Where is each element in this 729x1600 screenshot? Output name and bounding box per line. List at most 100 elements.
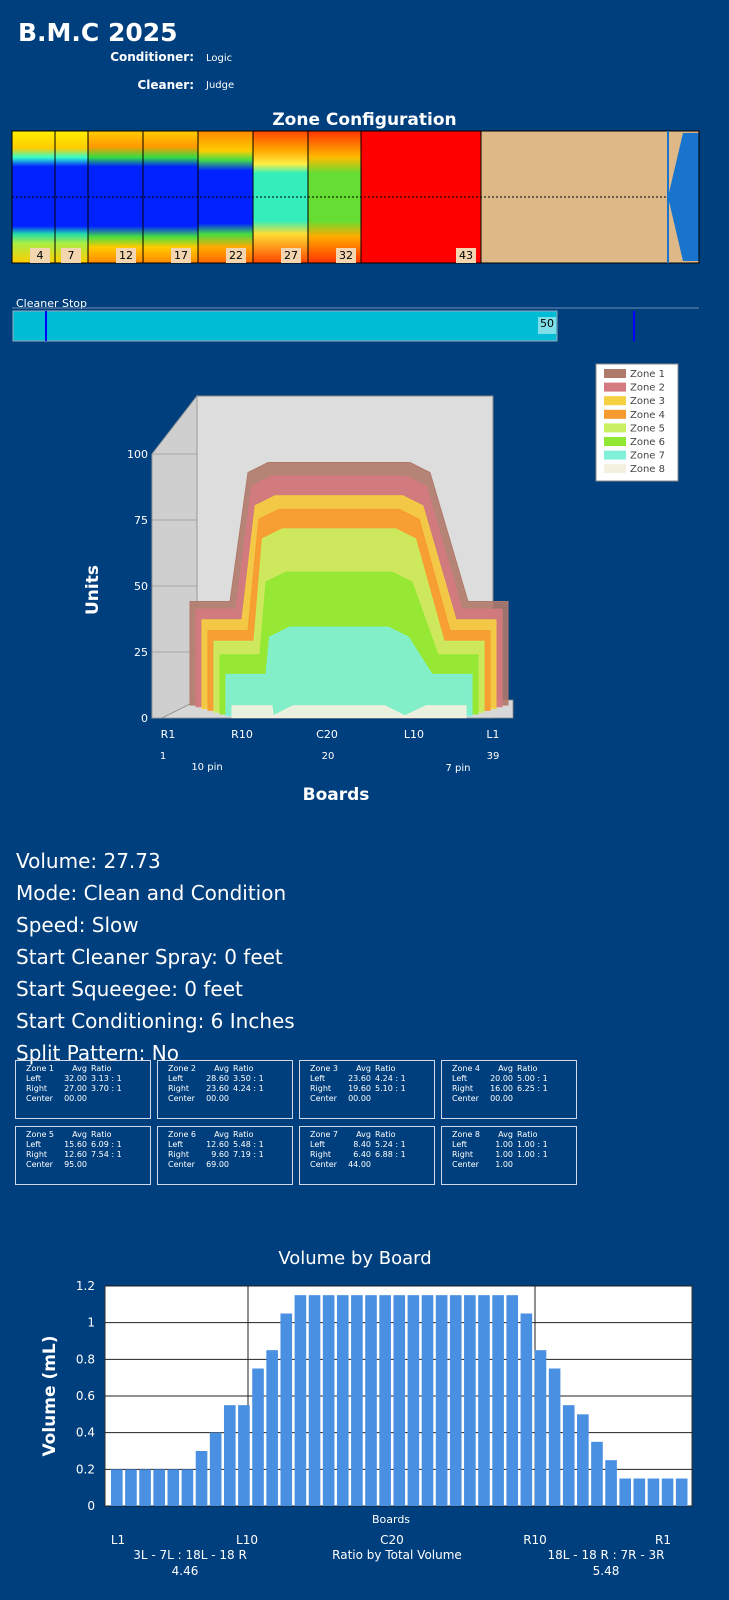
y-tick-label: 75 xyxy=(134,514,148,527)
legend-label: Zone 3 xyxy=(630,396,665,407)
bar xyxy=(365,1295,377,1506)
x-tick-number: 39 xyxy=(487,751,500,762)
zone-table-cell: 5.48 : 1 xyxy=(233,1140,264,1149)
zone-table-cell: Right xyxy=(168,1150,190,1159)
zone-table-cell xyxy=(87,1160,131,1170)
zone-table-row: Right 9.60 7.19 : 1 xyxy=(168,1150,292,1160)
zone-table-row: Left 1.00 1.00 : 1 xyxy=(452,1140,576,1150)
zone-table-cell: 20.00 xyxy=(490,1074,513,1083)
zone-table-row: Zone 8 Avg Ratio xyxy=(452,1130,576,1140)
zone-table-row: Left 23.60 4.24 : 1 xyxy=(310,1074,434,1084)
zone-table: Zone 4 Avg Ratio Left 20.00 5.00 : 1 Right 16.0… xyxy=(441,1060,577,1119)
bar xyxy=(605,1460,617,1506)
y-tick-label: 0.2 xyxy=(76,1462,95,1476)
zone-table-cell: 69.00 xyxy=(206,1160,229,1169)
zone-table-cell: 00.00 xyxy=(348,1094,371,1103)
x-tick-label: L10 xyxy=(236,1533,258,1547)
legend-swatch xyxy=(604,423,626,433)
zone-table-cell: 23.60 xyxy=(348,1074,371,1083)
page-title: B.M.C 2025 xyxy=(18,18,178,47)
zone-table-cell: Avg xyxy=(214,1064,229,1073)
bar xyxy=(647,1478,660,1506)
zone-marker: 12 xyxy=(116,248,136,263)
zone-marker: 43 xyxy=(456,248,476,263)
zone-table-row: Zone 1 Avg Ratio xyxy=(26,1064,150,1074)
bar xyxy=(181,1469,194,1506)
zone-table-cell: Left xyxy=(168,1074,184,1083)
zone-table-cell: Center xyxy=(452,1094,479,1103)
zone-table-cell: 1.00 xyxy=(495,1160,513,1169)
zone-table-row: Center 00.00 xyxy=(310,1094,434,1104)
x-tick-label: R1 xyxy=(161,728,176,741)
x-tick-label: L1 xyxy=(486,728,499,741)
speed-text: Speed: Slow xyxy=(16,913,139,937)
zone-table-row: Right 6.40 6.88 : 1 xyxy=(310,1150,434,1160)
bar xyxy=(548,1368,561,1506)
zone-marker: 17 xyxy=(171,248,191,263)
bar xyxy=(562,1405,575,1506)
zone-table-cell xyxy=(229,1094,273,1104)
zone-table-row: Center 00.00 xyxy=(168,1094,292,1104)
y-tick-label: 0.4 xyxy=(76,1426,95,1440)
x-tick-label: C20 xyxy=(316,728,338,741)
x-tick-label: R1 xyxy=(655,1533,671,1547)
volume-text: Volume: 27.73 xyxy=(16,849,161,873)
zone-table: Zone 5 Avg Ratio Left 15.60 6.09 : 1 Right 12.6… xyxy=(15,1126,151,1185)
zone-configuration-graphic xyxy=(11,130,700,264)
legend-label: Zone 2 xyxy=(630,383,665,394)
legend-swatch xyxy=(604,409,626,419)
zone-table-row: Right 1.00 1.00 : 1 xyxy=(452,1150,576,1160)
zone-table-cell: Ratio xyxy=(517,1064,538,1073)
conditioner-value: Logic xyxy=(206,53,233,64)
zone-markers: 4 7 12 17 22 27 32 43 xyxy=(0,248,729,264)
legend-label: Zone 4 xyxy=(630,410,665,421)
bar xyxy=(675,1478,688,1506)
zone-table-cell: 27.00 xyxy=(64,1084,87,1093)
zone-table-cell xyxy=(371,1160,415,1170)
bar xyxy=(252,1368,264,1506)
zone-table-cell: Right xyxy=(452,1150,474,1159)
zone-table-cell: Avg xyxy=(356,1064,371,1073)
zone-table-row: Zone 2 Avg Ratio xyxy=(168,1064,292,1074)
zone-table-cell: 95.00 xyxy=(64,1160,87,1169)
zone-marker: 4 xyxy=(30,248,50,263)
zone-table-row: Right 27.00 3.70 : 1 xyxy=(26,1084,150,1094)
x-tick-number: 20 xyxy=(322,751,335,762)
zone-table-row: Zone 4 Avg Ratio xyxy=(452,1064,576,1074)
zone-table-cell: Zone 5 xyxy=(26,1130,54,1139)
legend-label: Zone 7 xyxy=(630,451,665,462)
zone-table-cell: 9.60 xyxy=(211,1150,229,1159)
split-pattern-text: Split Pattern: No xyxy=(16,1041,179,1065)
cleaner-value: Judge xyxy=(206,80,235,91)
bar xyxy=(534,1350,547,1506)
zone-layer xyxy=(231,705,467,719)
zone-table-cell: 7.54 : 1 xyxy=(91,1150,122,1159)
bar xyxy=(449,1295,462,1506)
mode-text: Mode: Clean and Condition xyxy=(16,881,287,905)
zone-table-cell: 4.24 : 1 xyxy=(233,1084,264,1093)
zone-table-cell: 3.50 : 1 xyxy=(233,1074,264,1083)
zone-table-row: Right 12.60 7.54 : 1 xyxy=(26,1150,150,1160)
zone-table-cell: Right xyxy=(310,1084,332,1093)
zone-layer xyxy=(225,626,473,717)
x-tick-label: C20 xyxy=(380,1533,404,1547)
zone-table: Zone 7 Avg Ratio Left 8.40 5.24 : 1 Right 6.40 6… xyxy=(299,1126,435,1185)
zone-table-row: Right 16.00 6.25 : 1 xyxy=(452,1084,576,1094)
zone-table-cell: 6.25 : 1 xyxy=(517,1084,548,1093)
zone-table-cell: Avg xyxy=(214,1130,229,1139)
zone-table-cell: Ratio xyxy=(375,1130,396,1139)
zone-table-cell: Right xyxy=(168,1084,190,1093)
zone-table-cell xyxy=(229,1160,273,1170)
zone-table-cell: Ratio xyxy=(91,1130,112,1139)
zone-table-cell: Avg xyxy=(498,1064,513,1073)
bar xyxy=(464,1295,476,1506)
zone-table-cell: Center xyxy=(26,1160,53,1169)
ratio-center-label: Ratio by Total Volume xyxy=(332,1548,462,1562)
legend-swatch xyxy=(604,369,626,378)
zone-table-cell: 3.70 : 1 xyxy=(91,1084,122,1093)
zone-table-cell: 12.60 xyxy=(64,1150,87,1159)
zone-table-cell: Center xyxy=(168,1160,195,1169)
legend-swatch xyxy=(604,450,626,460)
bar xyxy=(435,1295,448,1506)
zone-table-row: Center 00.00 xyxy=(452,1094,576,1104)
